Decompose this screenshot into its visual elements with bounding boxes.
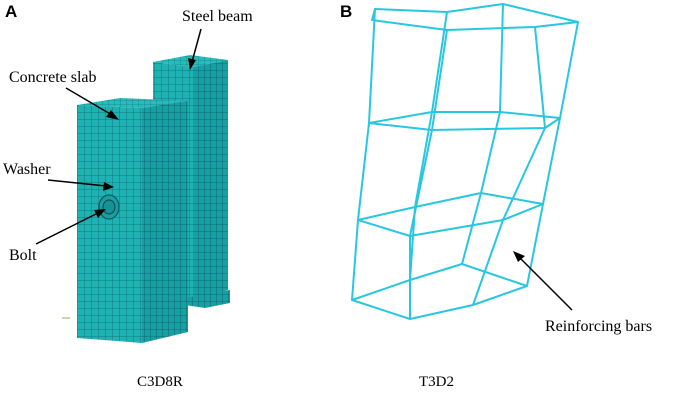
rebar-tie-bottom	[351, 263, 528, 320]
concrete-slab-side	[142, 101, 188, 343]
rebar-tie-lower	[357, 192, 544, 237]
fe-mesh-model	[62, 55, 230, 343]
label-bolt: Bolt	[9, 247, 37, 264]
steel-beam-base	[185, 290, 230, 308]
panel-a-letter: A	[5, 2, 17, 21]
arrow-washer	[47, 179, 114, 191]
panel-b-letter: B	[340, 2, 352, 21]
concrete-slab-front	[77, 105, 142, 343]
caption-a: C3D8R	[137, 374, 183, 390]
label-washer: Washer	[3, 161, 51, 178]
arrow-reinforcing-bars	[513, 251, 573, 311]
label-steel-beam: Steel beam	[182, 8, 253, 25]
label-reinforcing-bars: Reinforcing bars	[545, 318, 652, 335]
steel-beam-side	[193, 60, 228, 300]
rebar-vertical-back-right	[461, 3, 504, 265]
reinforcing-bar-cage	[351, 3, 579, 320]
rebar-tie-top	[371, 3, 579, 31]
arrow-bolt	[35, 209, 106, 245]
rebar-vertical-back-left	[409, 11, 448, 281]
arrow-steel-beam	[188, 28, 202, 70]
rebar-vertical-front-left	[351, 8, 376, 301]
rebar-tie-upper	[368, 111, 561, 131]
label-concrete-slab: Concrete slab	[9, 69, 97, 86]
caption-b: T3D2	[419, 374, 454, 390]
arrow-concrete-slab	[65, 87, 119, 120]
bolt-head-shape	[102, 199, 116, 215]
rebar-vertical-front-right	[409, 29, 448, 319]
rebar-vertical-far-right	[526, 21, 579, 287]
concrete-slab-top	[77, 98, 188, 108]
rebar-vertical-mid-right	[472, 26, 546, 306]
